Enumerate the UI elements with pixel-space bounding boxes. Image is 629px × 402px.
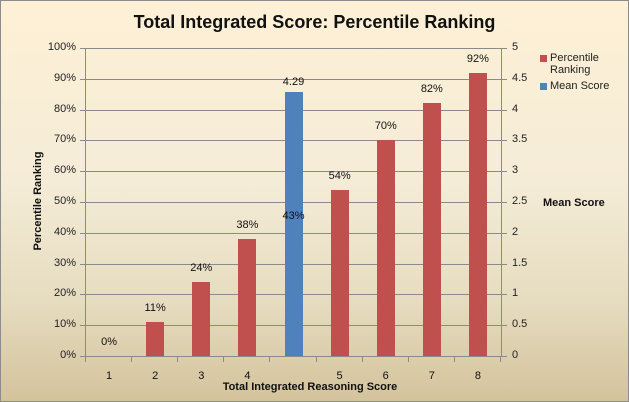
data-label: 11% — [144, 302, 166, 315]
x-tick-label: 6 — [382, 370, 389, 382]
legend-item-mean-score: Mean Score — [540, 80, 609, 92]
legend: Percentile Ranking Mean Score — [540, 52, 609, 96]
tick-mark — [501, 48, 507, 49]
left-y-tick-label: 80% — [53, 102, 76, 115]
right-y-tick-label: 4 — [512, 102, 519, 115]
tick-mark — [80, 140, 86, 142]
x-tick-mark — [453, 357, 455, 362]
tick-mark — [80, 78, 86, 80]
gridline — [86, 48, 501, 49]
left-y-tick-label: 30% — [53, 256, 76, 269]
data-label: 70% — [374, 120, 397, 133]
bar-percentile-ranking — [468, 72, 487, 356]
data-label: 82% — [420, 83, 443, 96]
x-tick-label: 7 — [428, 370, 435, 382]
x-tick-mark — [361, 357, 363, 362]
tick-mark — [501, 78, 507, 80]
right-y-tick-label: 3 — [512, 164, 519, 177]
right-y-tick-label: 3.5 — [512, 133, 528, 146]
data-label: 0% — [101, 336, 117, 348]
legend-item-percentile-ranking: Percentile Ranking — [540, 52, 609, 76]
gridline — [86, 78, 501, 80]
chart-title: Total Integrated Score: Percentile Ranki… — [133, 12, 496, 32]
tick-mark — [80, 48, 86, 49]
legend-swatch-blue — [540, 83, 547, 90]
tick-mark — [501, 263, 507, 265]
bar-mean-score — [284, 91, 303, 356]
tick-mark — [80, 232, 86, 234]
left-y-tick-label: 90% — [53, 71, 76, 84]
x-tick-label: 5 — [336, 370, 343, 382]
data-label: 92% — [466, 52, 489, 65]
legend-label: Percentile — [550, 52, 599, 64]
tick-mark — [80, 294, 86, 296]
left-y-axis-title: Percentile Ranking — [32, 151, 44, 251]
right-y-tick-label: 4.5 — [512, 71, 528, 84]
x-tick-label: 4 — [244, 370, 251, 382]
bar-percentile-ranking — [330, 189, 349, 356]
data-label: 54% — [328, 169, 351, 182]
x-tick-label: 1 — [105, 370, 113, 382]
tick-mark — [80, 356, 86, 357]
bar-percentile-ranking — [376, 140, 395, 356]
data-label: 43% — [282, 209, 305, 222]
tick-mark — [80, 325, 86, 327]
right-y-tick-label: 2 — [512, 225, 519, 238]
tick-mark — [501, 171, 507, 173]
tick-mark — [501, 325, 507, 327]
right-y-tick-label: 0 — [512, 349, 519, 361]
legend-label-line2: Ranking — [550, 64, 591, 76]
data-label: 38% — [236, 218, 259, 231]
right-y-tick-label: 5 — [512, 41, 519, 53]
left-y-tick-label: 0% — [60, 349, 76, 361]
left-y-tick-label: 60% — [53, 164, 76, 177]
tick-mark — [80, 202, 86, 203]
data-label: 4.29 — [282, 75, 305, 88]
left-y-tick-label: 40% — [53, 225, 76, 238]
bar-percentile-ranking — [146, 322, 165, 356]
tick-mark — [501, 356, 507, 357]
x-tick-label: 3 — [198, 370, 205, 382]
x-tick-mark — [407, 357, 409, 362]
tick-mark — [501, 232, 507, 234]
right-y-tick-label: 2.5 — [512, 195, 528, 207]
x-tick-mark — [223, 357, 225, 362]
x-tick-label: 2 — [152, 370, 159, 382]
tick-mark — [80, 263, 86, 265]
bar-percentile-ranking — [192, 282, 211, 356]
tick-mark — [501, 294, 507, 296]
left-y-tick-label: 10% — [53, 318, 76, 331]
x-tick-mark — [85, 357, 86, 362]
x-axis-title: Total Integrated Reasoning Score — [222, 381, 398, 393]
right-y-tick-label: 0.5 — [512, 318, 528, 331]
tick-mark — [501, 202, 507, 203]
tick-mark — [80, 171, 86, 173]
right-y-tick-label: 1 — [512, 287, 519, 300]
x-tick-mark — [177, 357, 179, 362]
tick-mark — [501, 109, 507, 111]
tick-mark — [80, 109, 86, 111]
x-axis — [85, 356, 502, 357]
left-y-tick-label: 100% — [47, 41, 76, 53]
tick-mark — [501, 140, 507, 142]
legend-swatch-red — [540, 55, 547, 62]
left-y-tick-label: 50% — [53, 195, 76, 207]
x-tick-mark — [315, 357, 317, 362]
left-y-tick-label: 70% — [53, 133, 76, 146]
bar-percentile-ranking — [238, 238, 257, 356]
left-y-tick-label: 20% — [53, 287, 76, 300]
x-tick-mark — [131, 357, 133, 362]
x-tick-mark — [269, 357, 271, 362]
bar-percentile-ranking — [422, 103, 441, 356]
right-y-axis-title: Mean Score — [543, 197, 605, 209]
legend-label: Mean Score — [550, 80, 610, 92]
data-label: 24% — [190, 262, 213, 275]
x-tick-label: 8 — [474, 370, 481, 382]
x-tick-mark — [500, 357, 501, 362]
right-y-tick-label: 1.5 — [512, 256, 528, 269]
